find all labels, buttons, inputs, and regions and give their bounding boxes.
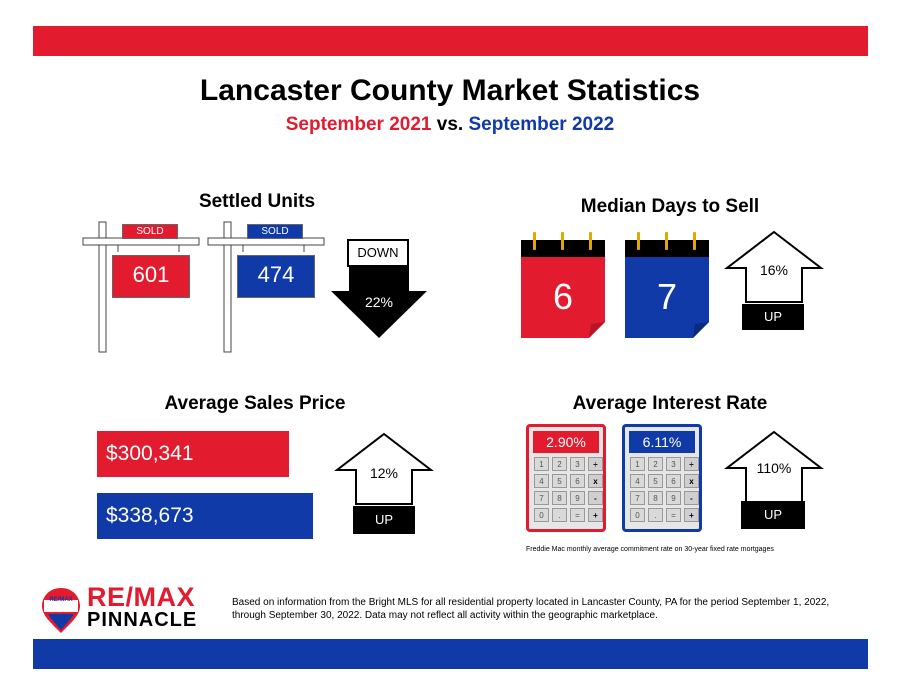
calculator-key: 9	[570, 491, 585, 505]
calculator-key: 8	[648, 491, 663, 505]
interest-rate-2022-value: 6.11%	[629, 431, 695, 453]
interest-rate-2021-value: 2.90%	[533, 431, 599, 453]
calculator-key: 4	[630, 474, 645, 488]
calculator-key: 1	[534, 457, 549, 471]
calculator-key: 5	[648, 474, 663, 488]
interest-rate-direction-label: UP	[741, 501, 805, 529]
calculator-key: =	[570, 508, 585, 522]
subtitle-vs: vs.	[436, 114, 464, 135]
avg-price-2022-value: $338,673	[106, 504, 194, 527]
calculator-key: 6	[570, 474, 585, 488]
calculator-key: +	[588, 508, 603, 522]
settled-units-direction-label: DOWN	[347, 239, 409, 267]
sold-sign-post-icon	[82, 221, 200, 353]
calculator-key: 2	[552, 457, 567, 471]
calculator-key: 7	[534, 491, 549, 505]
sold-sign-panel-2022: 474	[237, 255, 315, 298]
top-red-band	[33, 26, 868, 56]
calendar-icon	[521, 232, 605, 338]
down-arrow-icon	[331, 267, 427, 338]
calculator-key: =	[666, 508, 681, 522]
sold-sign-rider-2021: SOLD	[122, 224, 178, 239]
median-days-2021-value: 6	[552, 276, 574, 317]
calculator-key: 0	[534, 508, 549, 522]
calculator-key: 4	[534, 474, 549, 488]
calculator-2022: 6.11% 1 2 3 ÷ 4 5 6 x 7 8 9- 0. = +	[622, 424, 702, 532]
calculator-key: 0	[630, 508, 645, 522]
up-arrow-icon	[724, 230, 824, 303]
median-days-title: Median Days to Sell	[580, 196, 760, 217]
sold-label: SOLD	[136, 226, 164, 237]
calculator-key: ÷	[588, 457, 603, 471]
logo-remax-text: RE/MAX	[87, 582, 196, 612]
calculator-keypad: 1 2 3 ÷ 4 5 6 x 7 8 9- 0. = +	[630, 457, 699, 522]
calculator-key: +	[684, 508, 699, 522]
calculator-key: -	[684, 491, 699, 505]
interest-rate-change-pct: 110%	[756, 460, 792, 476]
interest-rate-title: Average Interest Rate	[572, 393, 768, 414]
calculator-key: .	[552, 508, 567, 522]
avg-price-bar-2022: $338,673	[97, 493, 313, 539]
calendar-icon	[625, 232, 709, 338]
settled-units-2021-value: 601	[132, 262, 170, 287]
balloon-label: RE/MAX	[49, 597, 73, 603]
calculator-key: 6	[666, 474, 681, 488]
calculator-2021: 2.90% 1 2 3 ÷ 4 5 6 x 7 8 9- 0. = +	[526, 424, 606, 532]
calculator-key: 2	[648, 457, 663, 471]
avg-price-change-pct: 12%	[369, 465, 399, 481]
settled-units-change-pct: 22%	[364, 294, 394, 310]
avg-price-2021-value: $300,341	[106, 442, 194, 465]
subtitle-year-2022: September 2022	[468, 114, 615, 135]
subtitle-year-2021: September 2021	[285, 114, 432, 135]
calculator-key: 3	[570, 457, 585, 471]
page-title: Lancaster County Market Statistics	[199, 74, 701, 107]
settled-units-title: Settled Units	[198, 191, 316, 212]
calculator-key: 1	[630, 457, 645, 471]
calculator-key: 3	[666, 457, 681, 471]
interest-rate-source-note: Freddie Mac monthly average commitment r…	[526, 546, 774, 553]
sold-sign-post-icon	[207, 221, 325, 353]
avg-price-direction-label: UP	[353, 506, 415, 534]
calculator-key: -	[588, 491, 603, 505]
avg-price-bar-2021: $300,341	[97, 431, 289, 477]
calculator-key: 9	[666, 491, 681, 505]
calculator-key: x	[588, 474, 603, 488]
calculator-keypad: 1 2 3 ÷ 4 5 6 x 7 8 9- 0. = +	[534, 457, 603, 522]
median-days-change-pct: 16%	[759, 262, 789, 278]
logo-pinnacle-text: PINNACLE	[87, 609, 198, 631]
sold-sign-rider-2022: SOLD	[247, 224, 303, 239]
calculator-key: x	[684, 474, 699, 488]
calculator-key: 8	[552, 491, 567, 505]
avg-price-title: Average Sales Price	[164, 393, 346, 414]
calculator-key: 5	[552, 474, 567, 488]
sold-sign-panel-2021: 601	[112, 255, 190, 298]
settled-units-2022-value: 474	[257, 262, 295, 287]
bottom-blue-band	[33, 639, 868, 669]
calculator-key: 7	[630, 491, 645, 505]
page-subtitle: September 2021 vs. September 2022	[0, 114, 900, 136]
calculator-key: ÷	[684, 457, 699, 471]
remax-balloon-logo-icon	[42, 588, 80, 633]
sold-label: SOLD	[261, 226, 289, 237]
median-days-direction-label: UP	[742, 304, 804, 330]
calculator-key: .	[648, 508, 663, 522]
up-arrow-icon	[334, 432, 434, 505]
median-days-2022-value: 7	[656, 276, 678, 317]
footer-disclaimer: Based on information from the Bright MLS…	[232, 597, 830, 621]
